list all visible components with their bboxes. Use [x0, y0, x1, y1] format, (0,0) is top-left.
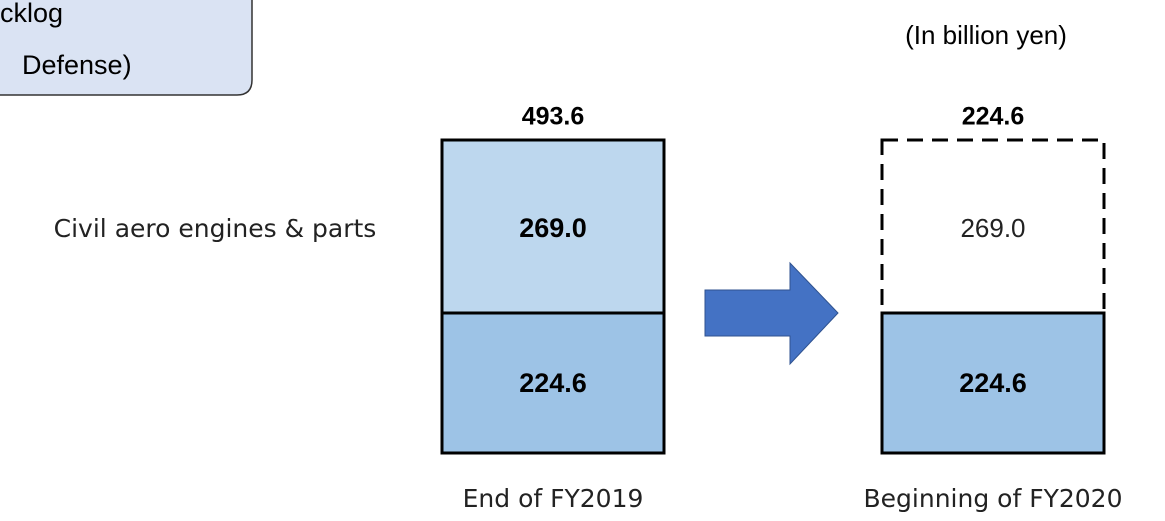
segment-value: 269.0 — [960, 213, 1025, 243]
arrow — [704, 261, 839, 366]
column-total: 493.6 — [522, 103, 585, 131]
segment-value: 269.0 — [519, 213, 587, 243]
segment-box — [880, 311, 1106, 455]
segment-value: 224.6 — [959, 368, 1027, 398]
callout-box — [0, 0, 253, 96]
row-label: Civil aero engines & parts — [54, 214, 377, 243]
column-total: 224.6 — [962, 103, 1025, 131]
segment-value: 224.6 — [519, 368, 587, 398]
removed-segment-box — [880, 138, 1106, 315]
column-label: End of FY2019 — [463, 484, 644, 513]
segment-box — [440, 311, 666, 455]
callout-line: Defense) — [22, 50, 132, 80]
segment-box — [440, 138, 666, 315]
unit-label: (In billion yen) — [905, 20, 1067, 50]
callout-line: cklog — [0, 0, 63, 28]
column-label: Beginning of FY2020 — [864, 484, 1123, 513]
